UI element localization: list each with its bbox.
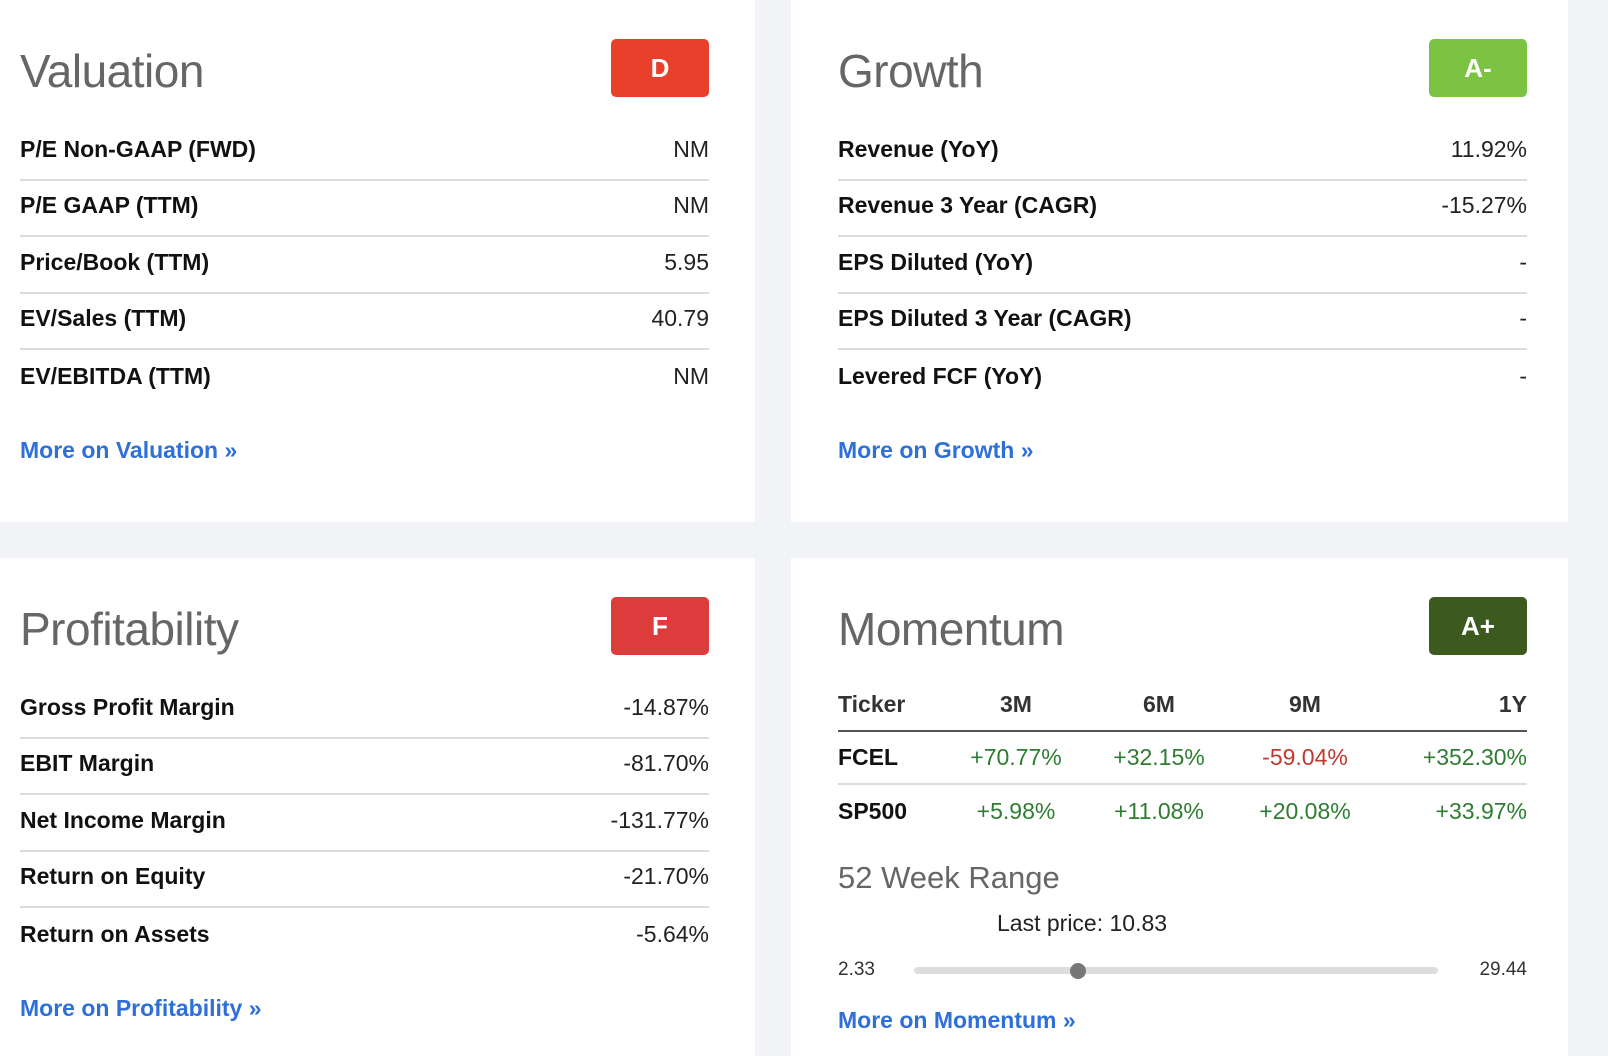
range-track xyxy=(914,963,1438,979)
metric-label: Revenue (YoY) xyxy=(838,135,999,162)
metric-row: Price/Book (TTM) 5.95 xyxy=(20,233,709,294)
range-high-value: 29.44 xyxy=(1479,959,1527,980)
metric-row: P/E Non-GAAP (FWD) NM xyxy=(20,120,709,181)
metric-value: 40.79 xyxy=(651,305,709,332)
more-on-momentum-link[interactable]: More on Momentum » xyxy=(838,1007,1076,1033)
column-header: 1Y xyxy=(1498,690,1527,717)
metric-row: EPS Diluted (YoY) - xyxy=(838,233,1527,294)
metric-label: EV/Sales (TTM) xyxy=(20,305,187,332)
growth-card: Growth A- Revenue (YoY) 11.92% Revenue 3 … xyxy=(791,0,1568,522)
metric-label: Revenue 3 Year (CAGR) xyxy=(838,192,1098,219)
metric-label: P/E GAAP (TTM) xyxy=(20,192,199,219)
metric-row: Net Income Margin -131.77% xyxy=(20,791,709,852)
metric-label: P/E Non-GAAP (FWD) xyxy=(20,135,256,162)
metric-label: Price/Book (TTM) xyxy=(20,248,210,275)
metric-label: Return on Equity xyxy=(20,863,206,890)
metric-value: NM xyxy=(673,135,709,162)
metric-row: Return on Assets -5.64% xyxy=(20,904,709,965)
change-cell: +33.97% xyxy=(1435,798,1527,824)
column-header: 3M xyxy=(1000,690,1032,717)
change-cell: +5.98% xyxy=(976,798,1056,824)
more-on-profitability-link[interactable]: More on Profitability » xyxy=(20,994,262,1021)
metric-value: - xyxy=(1519,362,1527,389)
metric-value: -5.64% xyxy=(636,920,709,947)
growth-header: Growth A- xyxy=(838,0,1527,126)
metric-value: -14.87% xyxy=(623,693,709,720)
metric-value: - xyxy=(1519,248,1527,275)
change-cell: +70.77% xyxy=(970,744,1062,770)
more-on-valuation-link[interactable]: More on Valuation » xyxy=(20,436,238,463)
metric-value: -131.77% xyxy=(610,806,709,833)
column-header: Ticker xyxy=(838,690,906,717)
change-cell: +20.08% xyxy=(1259,798,1351,824)
metric-label: EV/EBITDA (TTM) xyxy=(20,362,211,389)
table-header-row: Ticker 3M 6M 9M 1Y xyxy=(838,678,1527,732)
profitability-grade-badge: F xyxy=(611,597,709,655)
profitability-title: Profitability xyxy=(20,603,239,655)
ticker-cell: SP500 xyxy=(838,798,908,824)
momentum-card: Momentum A+ Ticker 3M 6M 9M 1Y FCEL +70.… xyxy=(791,558,1568,1056)
valuation-card: Valuation D P/E Non-GAAP (FWD) NM P/E GAA… xyxy=(0,0,755,522)
metric-label: Net Income Margin xyxy=(20,806,226,833)
metric-value: - xyxy=(1519,305,1527,332)
metric-row: EV/Sales (TTM) 40.79 xyxy=(20,290,709,350)
valuation-grade-badge: D xyxy=(611,39,709,97)
profitability-metrics-list: Gross Profit Margin -14.87% EBIT Margin -8… xyxy=(20,678,709,965)
momentum-grade-badge: A+ xyxy=(1429,597,1527,655)
change-cell: -59.04% xyxy=(1262,744,1348,770)
metric-label: Gross Profit Margin xyxy=(20,693,235,720)
range-low-value: 2.33 xyxy=(838,959,875,980)
table-row: SP500 +5.98% +11.08% +20.08% +33.97% xyxy=(838,785,1527,838)
growth-metrics-list: Revenue (YoY) 11.92% Revenue 3 Year (CAGR… xyxy=(838,120,1527,407)
change-cell: +352.30% xyxy=(1422,744,1527,770)
metric-row: P/E GAAP (TTM) NM xyxy=(20,177,709,237)
momentum-header: Momentum A+ xyxy=(838,558,1527,684)
metric-row: EPS Diluted 3 Year (CAGR) - xyxy=(838,290,1527,350)
metric-label: EPS Diluted (YoY) xyxy=(838,248,1034,275)
column-header: 9M xyxy=(1289,690,1321,717)
profitability-card: Profitability F Gross Profit Margin -14.8… xyxy=(0,558,755,1056)
valuation-title: Valuation xyxy=(20,45,204,97)
metric-row: EBIT Margin -81.70% xyxy=(20,735,709,795)
valuation-metrics-list: P/E Non-GAAP (FWD) NM P/E GAAP (TTM) NM Pr… xyxy=(20,120,709,407)
metric-value: -21.70% xyxy=(623,863,709,890)
metric-row: Levered FCF (YoY) - xyxy=(838,346,1527,407)
metric-value: NM xyxy=(673,192,709,219)
momentum-table: Ticker 3M 6M 9M 1Y FCEL +70.77% +32.15% … xyxy=(838,678,1527,838)
change-cell: +11.08% xyxy=(1114,798,1204,824)
change-cell: +32.15% xyxy=(1113,744,1205,770)
ticker-cell: FCEL xyxy=(838,744,899,770)
metric-row: Revenue 3 Year (CAGR) -15.27% xyxy=(838,177,1527,237)
week-range-slider: 2.33 29.44 xyxy=(838,955,1527,985)
growth-title: Growth xyxy=(838,45,984,97)
metric-value: -81.70% xyxy=(623,750,709,777)
metric-row: Revenue (YoY) 11.92% xyxy=(838,120,1527,181)
metric-value: -15.27% xyxy=(1441,192,1527,219)
metric-label: Levered FCF (YoY) xyxy=(838,362,1043,389)
metric-label: EBIT Margin xyxy=(20,750,155,777)
metric-value: 11.92% xyxy=(1450,135,1527,162)
valuation-header: Valuation D xyxy=(20,0,735,126)
metric-row: Return on Equity -21.70% xyxy=(20,848,709,908)
column-header: 6M xyxy=(1143,690,1175,717)
last-price-label: Last price: 10.83 xyxy=(997,910,1168,936)
metric-value: NM xyxy=(673,362,709,389)
metric-value: 5.95 xyxy=(664,248,709,275)
table-row: FCEL +70.77% +32.15% -59.04% +352.30% xyxy=(838,732,1527,785)
metric-label: Return on Assets xyxy=(20,920,210,947)
metric-row: EV/EBITDA (TTM) NM xyxy=(20,346,709,407)
range-marker xyxy=(1070,963,1087,979)
week-range-title: 52 Week Range xyxy=(838,860,1060,895)
metric-row: Gross Profit Margin -14.87% xyxy=(20,678,709,739)
metric-label: EPS Diluted 3 Year (CAGR) xyxy=(838,305,1132,332)
momentum-title: Momentum xyxy=(838,603,1065,655)
growth-grade-badge: A- xyxy=(1429,39,1527,97)
profitability-header: Profitability F xyxy=(20,558,735,684)
more-on-growth-link[interactable]: More on Growth » xyxy=(838,436,1034,463)
